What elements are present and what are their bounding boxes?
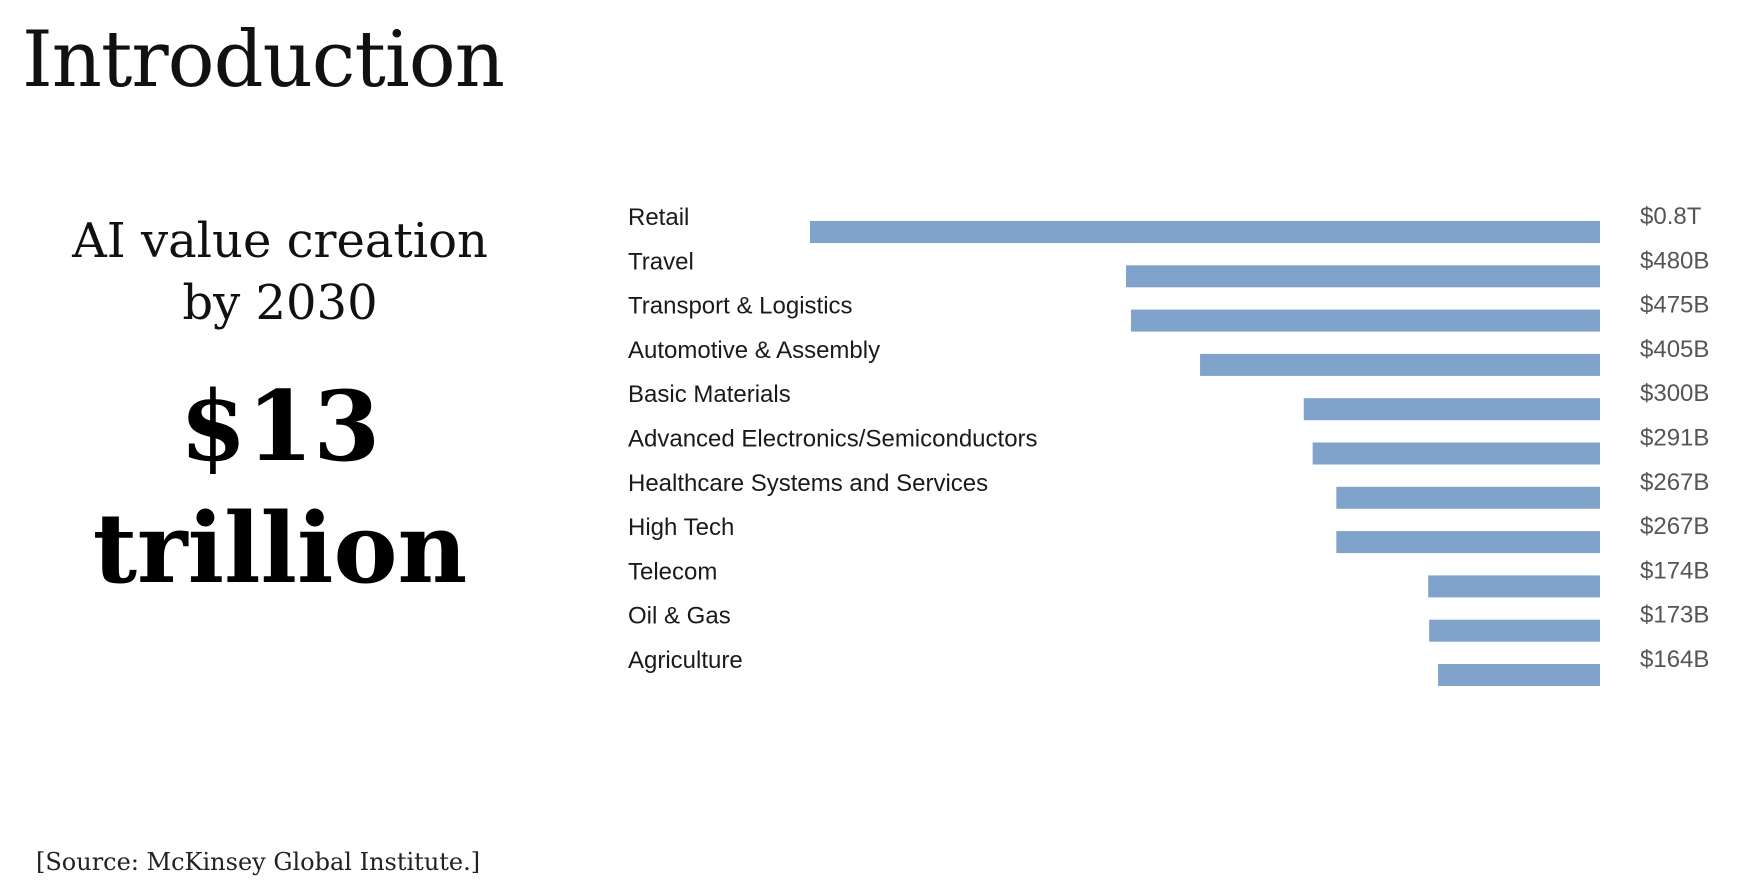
value-label: $291B bbox=[1640, 425, 1709, 452]
big-number-line-1: $13 bbox=[179, 370, 381, 483]
category-label: Oil & Gas bbox=[628, 603, 731, 630]
category-label: Basic Materials bbox=[628, 381, 791, 408]
slide-title: Introduction bbox=[22, 15, 505, 105]
source-note: [Source: McKinsey Global Institute.] bbox=[36, 848, 481, 876]
category-label: Transport & Logistics bbox=[628, 293, 853, 320]
bar bbox=[1438, 664, 1600, 686]
bar bbox=[1312, 442, 1600, 465]
bar bbox=[1126, 265, 1600, 288]
category-label: Telecom bbox=[628, 558, 717, 585]
bar bbox=[810, 221, 1600, 243]
category-label: Agriculture bbox=[628, 647, 743, 674]
value-label: $174B bbox=[1640, 557, 1709, 584]
category-label: Automotive & Assembly bbox=[628, 337, 880, 364]
bar bbox=[1336, 531, 1600, 554]
bar bbox=[1428, 575, 1600, 598]
category-label: Advanced Electronics/Semiconductors bbox=[628, 426, 1038, 453]
bar bbox=[1130, 309, 1600, 332]
category-label: Healthcare Systems and Services bbox=[628, 470, 988, 497]
value-label: $0.8T bbox=[1640, 203, 1702, 230]
category-label: Retail bbox=[628, 204, 689, 231]
value-label: $480B bbox=[1640, 247, 1709, 274]
value-label: $405B bbox=[1640, 336, 1709, 363]
headline-block: AI value creation by 2030 $13 trillion bbox=[40, 210, 520, 610]
category-label: High Tech bbox=[628, 514, 734, 541]
value-label: $164B bbox=[1640, 646, 1709, 673]
value-label: $300B bbox=[1640, 380, 1709, 407]
value-label: $173B bbox=[1640, 602, 1709, 629]
value-label: $475B bbox=[1640, 292, 1709, 319]
value-label: $267B bbox=[1640, 513, 1709, 540]
headline-line-1: AI value creation bbox=[72, 213, 488, 269]
bar bbox=[1303, 398, 1600, 421]
category-label: Travel bbox=[628, 248, 694, 275]
headline-line-2: by 2030 bbox=[182, 275, 378, 331]
value-label: $267B bbox=[1640, 469, 1709, 496]
bar bbox=[1429, 619, 1600, 642]
big-number-line-2: trillion bbox=[92, 492, 468, 605]
bar bbox=[1336, 486, 1600, 509]
bar bbox=[1200, 353, 1600, 376]
